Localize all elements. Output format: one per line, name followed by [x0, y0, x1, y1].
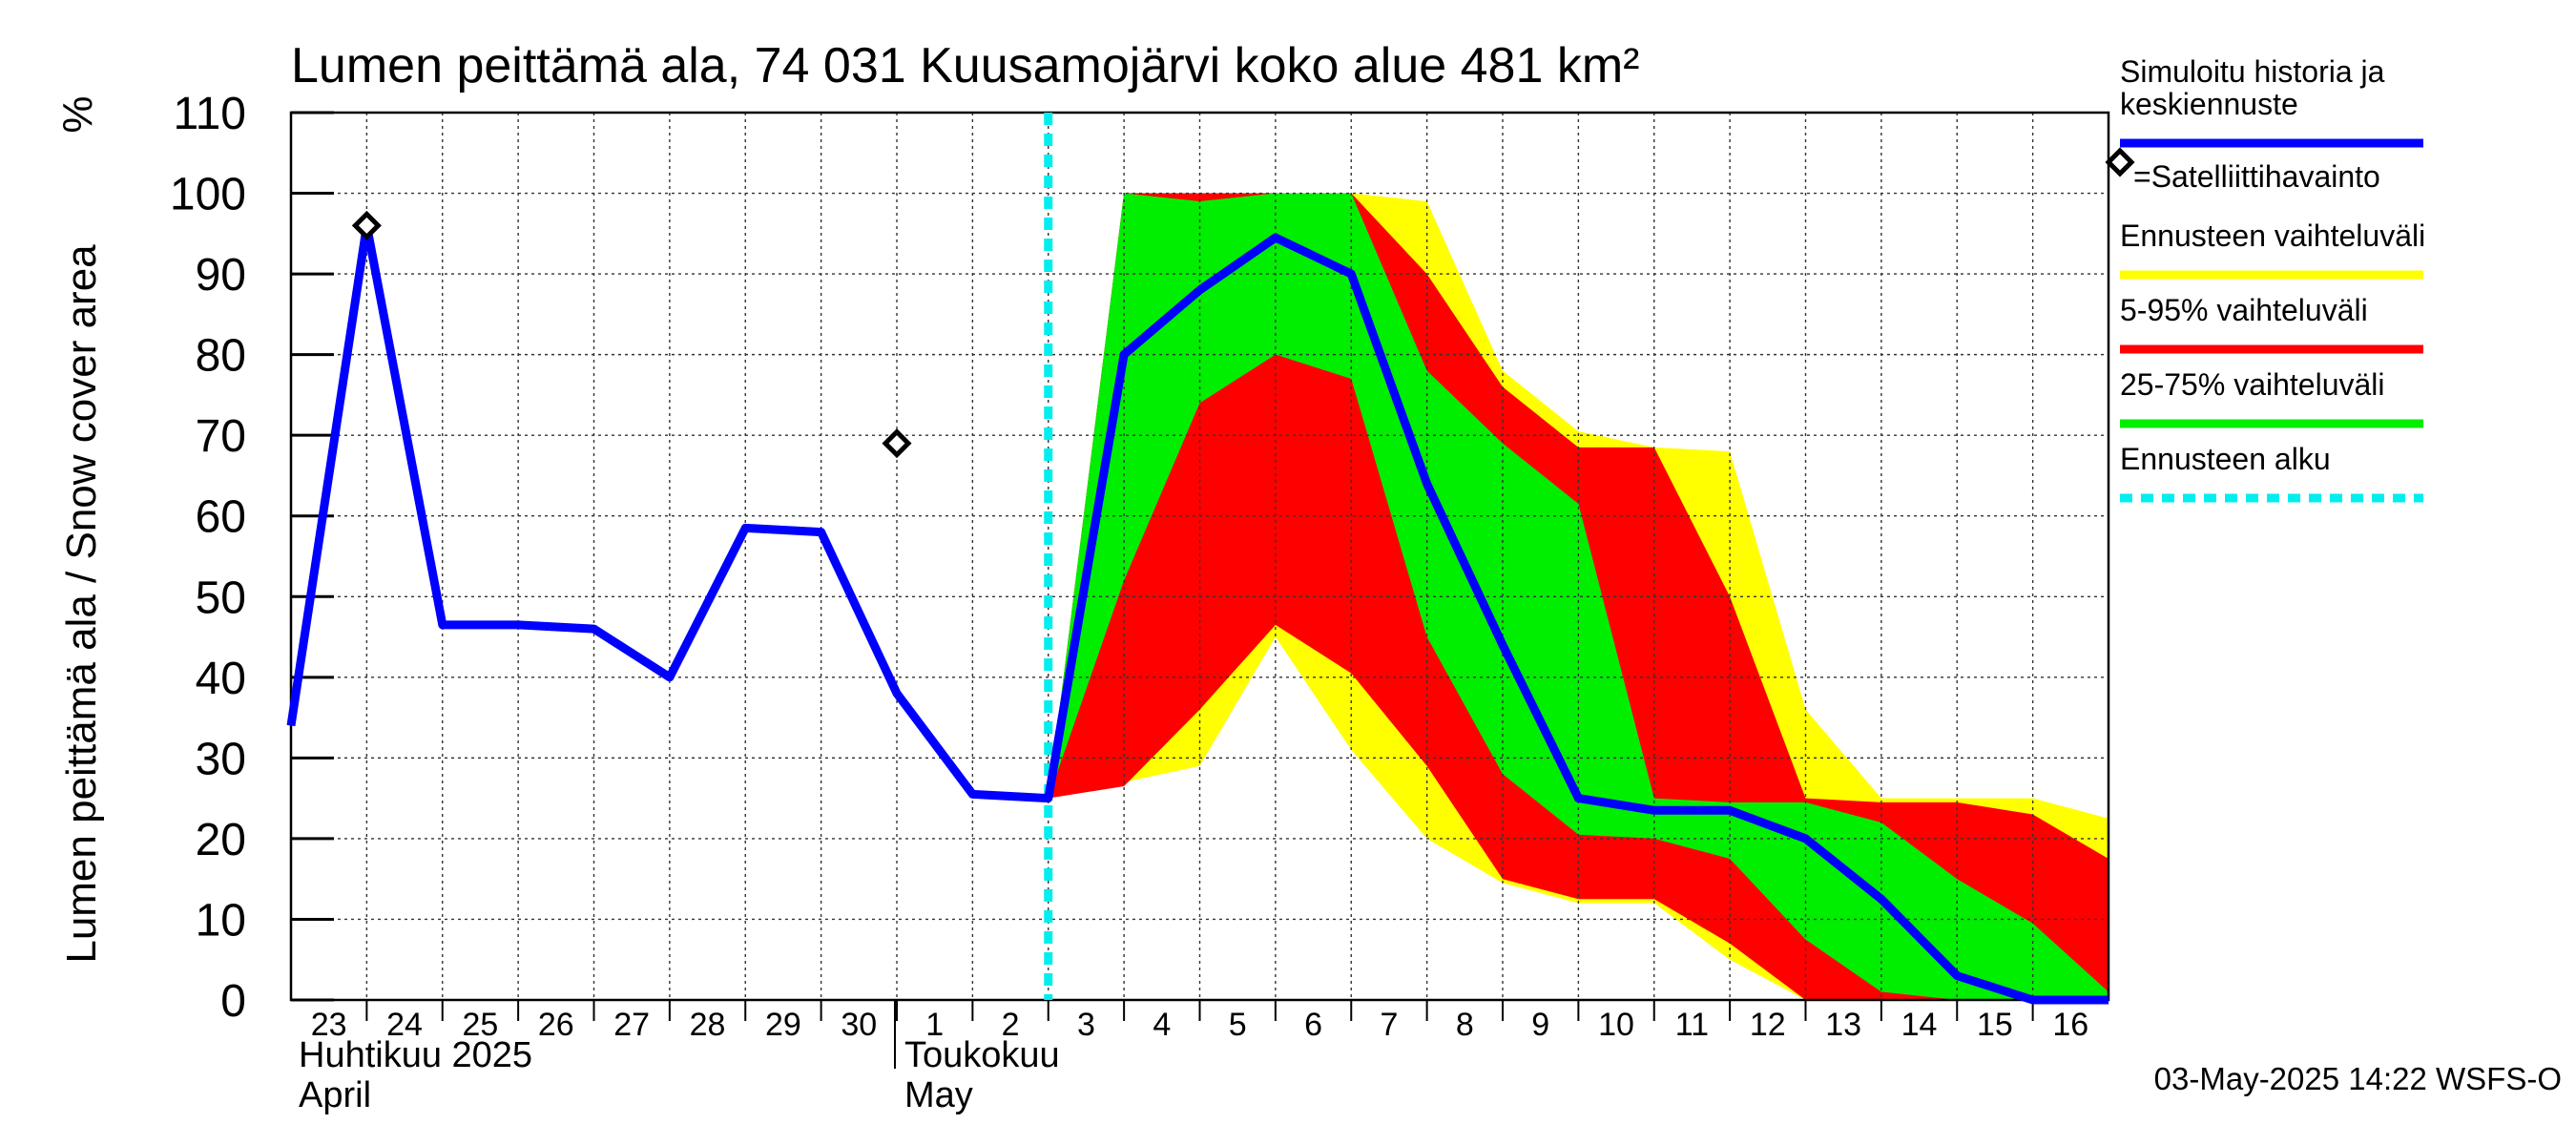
month-label-0: Huhtikuu 2025	[299, 1035, 532, 1075]
legend-label-0-1: keskiennuste	[2120, 87, 2298, 121]
y-axis-label: Lumen peittämä ala / Snow cover area	[58, 244, 105, 964]
legend-label-1: =Satelliittihavainto	[2133, 159, 2380, 194]
x-tick-label-23: 16	[2052, 1007, 2088, 1043]
x-tick-label-5: 28	[690, 1007, 726, 1043]
legend-label-0: Simuloitu historia ja	[2120, 54, 2385, 89]
x-tick-label-21: 14	[1901, 1007, 1938, 1043]
y-tick-label-10: 100	[170, 170, 246, 220]
y-tick-label-8: 80	[196, 331, 246, 382]
legend-label-2: Ennusteen vaihteluväli	[2120, 219, 2425, 253]
timestamp-footer: 03-May-2025 14:22 WSFS-O	[2154, 1061, 2562, 1096]
x-tick-label-1: 24	[386, 1007, 423, 1043]
x-tick-label-15: 8	[1456, 1007, 1474, 1043]
x-tick-label-0: 23	[311, 1007, 347, 1043]
x-tick-label-19: 12	[1750, 1007, 1786, 1043]
x-tick-label-8: 1	[925, 1007, 944, 1043]
x-tick-label-7: 30	[841, 1007, 877, 1043]
chart-title: Lumen peittämä ala, 74 031 Kuusamojärvi …	[291, 38, 1639, 94]
x-tick-label-20: 13	[1825, 1007, 1861, 1043]
x-tick-label-17: 10	[1598, 1007, 1634, 1043]
y-tick-label-4: 40	[196, 654, 246, 704]
x-tick-label-22: 15	[1977, 1007, 2013, 1043]
x-tick-label-6: 29	[765, 1007, 801, 1043]
y-tick-label-6: 60	[196, 492, 246, 543]
y-tick-label-11: 110	[173, 89, 246, 139]
band-2	[1048, 193, 2109, 1000]
x-tick-label-14: 7	[1380, 1007, 1398, 1043]
y-tick-label-2: 20	[196, 815, 246, 865]
y-tick-label-7: 70	[196, 411, 246, 462]
x-tick-label-11: 4	[1153, 1007, 1171, 1043]
y-axis-unit: %	[54, 95, 101, 133]
x-tick-label-16: 9	[1531, 1007, 1549, 1043]
x-tick-label-12: 5	[1229, 1007, 1247, 1043]
x-tick-label-9: 2	[1002, 1007, 1020, 1043]
x-tick-label-4: 27	[613, 1007, 650, 1043]
satellite-point	[882, 428, 912, 459]
x-tick-label-3: 26	[538, 1007, 574, 1043]
median-line	[286, 220, 2109, 1005]
y-tick-label-3: 30	[196, 734, 246, 784]
y-tick-label-9: 90	[196, 250, 246, 301]
legend-label-3: 5-95% vaihteluväli	[2120, 293, 2368, 327]
month-label-en-1: May	[904, 1075, 973, 1115]
satellite-point	[351, 210, 382, 240]
y-tick-label-5: 50	[196, 572, 246, 623]
legend-label-5: Ennusteen alku	[2120, 442, 2331, 476]
legend-label-4: 25-75% vaihteluväli	[2120, 367, 2385, 402]
x-tick-label-10: 3	[1077, 1007, 1095, 1043]
month-label-en-0: April	[299, 1075, 371, 1115]
month-label-1: Toukokuu	[904, 1035, 1060, 1075]
x-tick-label-13: 6	[1304, 1007, 1322, 1043]
y-tick-label-1: 10	[196, 895, 246, 946]
x-tick-label-18: 11	[1675, 1007, 1709, 1043]
x-tick-label-2: 25	[463, 1007, 499, 1043]
y-tick-label-0: 0	[220, 976, 246, 1027]
legend-diamond-marker	[2105, 147, 2135, 177]
